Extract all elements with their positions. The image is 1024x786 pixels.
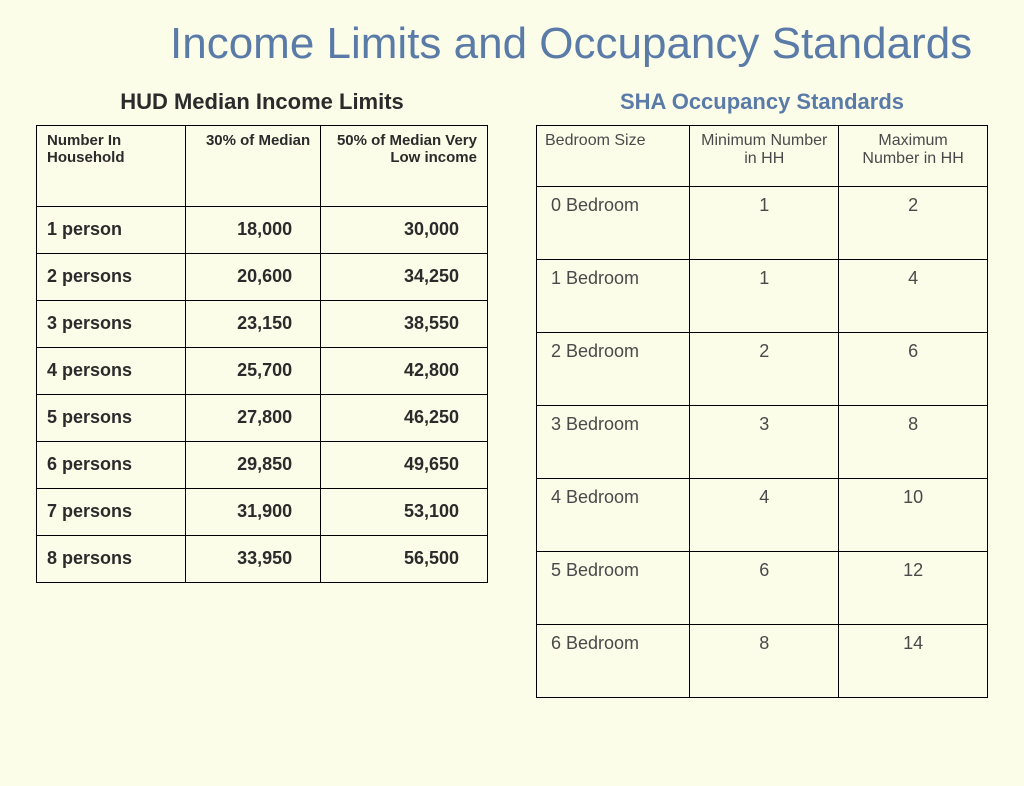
table-cell: 14 [839,624,988,697]
table-cell: 1 person [37,206,186,253]
table-row: 7 persons31,90053,100 [37,488,488,535]
col-header: 30% of Median [185,125,320,206]
tables-container: HUD Median Income Limits Number In House… [0,89,1024,698]
table-row: 6 Bedroom814 [537,624,988,697]
table-cell: 2 [839,186,988,259]
table-cell: 46,250 [321,394,488,441]
table-cell: 42,800 [321,347,488,394]
table-row: 3 Bedroom38 [537,405,988,478]
table-row: 3 persons23,15038,550 [37,300,488,347]
table-cell: 8 [690,624,839,697]
table-cell: 6 [690,551,839,624]
table-cell: 2 Bedroom [537,332,690,405]
table-cell: 23,150 [185,300,320,347]
left-table-title: HUD Median Income Limits [36,89,488,115]
col-header: Bedroom Size [537,125,690,186]
table-row: 4 persons25,70042,800 [37,347,488,394]
table-row: 1 Bedroom14 [537,259,988,332]
table-row: 8 persons33,95056,500 [37,535,488,582]
page-title: Income Limits and Occupancy Standards [170,18,1024,71]
table-header-row: Number In Household 30% of Median 50% of… [37,125,488,206]
table-cell: 10 [839,478,988,551]
right-panel: SHA Occupancy Standards Bedroom Size Min… [536,89,988,698]
col-header: 50% of Median Very Low income [321,125,488,206]
table-cell: 38,550 [321,300,488,347]
table-header-row: Bedroom Size Minimum Number in HH Maximu… [537,125,988,186]
table-cell: 31,900 [185,488,320,535]
left-panel: HUD Median Income Limits Number In House… [36,89,488,698]
col-header: Number In Household [37,125,186,206]
table-cell: 53,100 [321,488,488,535]
table-cell: 6 Bedroom [537,624,690,697]
table-cell: 4 Bedroom [537,478,690,551]
table-row: 2 persons20,60034,250 [37,253,488,300]
table-cell: 34,250 [321,253,488,300]
right-table-title: SHA Occupancy Standards [536,89,988,115]
table-row: 5 Bedroom612 [537,551,988,624]
table-cell: 6 persons [37,441,186,488]
table-cell: 8 [839,405,988,478]
table-cell: 3 Bedroom [537,405,690,478]
table-cell: 30,000 [321,206,488,253]
table-row: 2 Bedroom26 [537,332,988,405]
table-cell: 6 [839,332,988,405]
table-cell: 0 Bedroom [537,186,690,259]
table-cell: 2 [690,332,839,405]
table-cell: 3 [690,405,839,478]
col-header: Maximum Number in HH [839,125,988,186]
occupancy-standards-table: Bedroom Size Minimum Number in HH Maximu… [536,125,988,698]
table-cell: 4 [839,259,988,332]
table-cell: 56,500 [321,535,488,582]
table-cell: 4 persons [37,347,186,394]
table-cell: 20,600 [185,253,320,300]
table-row: 1 person18,00030,000 [37,206,488,253]
table-cell: 29,850 [185,441,320,488]
table-cell: 1 [690,259,839,332]
table-cell: 5 Bedroom [537,551,690,624]
table-cell: 49,650 [321,441,488,488]
table-cell: 7 persons [37,488,186,535]
table-cell: 12 [839,551,988,624]
table-cell: 2 persons [37,253,186,300]
table-cell: 1 Bedroom [537,259,690,332]
table-row: 4 Bedroom410 [537,478,988,551]
table-cell: 18,000 [185,206,320,253]
table-cell: 8 persons [37,535,186,582]
table-cell: 4 [690,478,839,551]
table-row: 0 Bedroom12 [537,186,988,259]
table-row: 6 persons29,85049,650 [37,441,488,488]
table-row: 5 persons27,80046,250 [37,394,488,441]
table-cell: 27,800 [185,394,320,441]
table-cell: 3 persons [37,300,186,347]
table-cell: 25,700 [185,347,320,394]
col-header: Minimum Number in HH [690,125,839,186]
income-limits-table: Number In Household 30% of Median 50% of… [36,125,488,583]
table-cell: 33,950 [185,535,320,582]
table-cell: 1 [690,186,839,259]
table-cell: 5 persons [37,394,186,441]
